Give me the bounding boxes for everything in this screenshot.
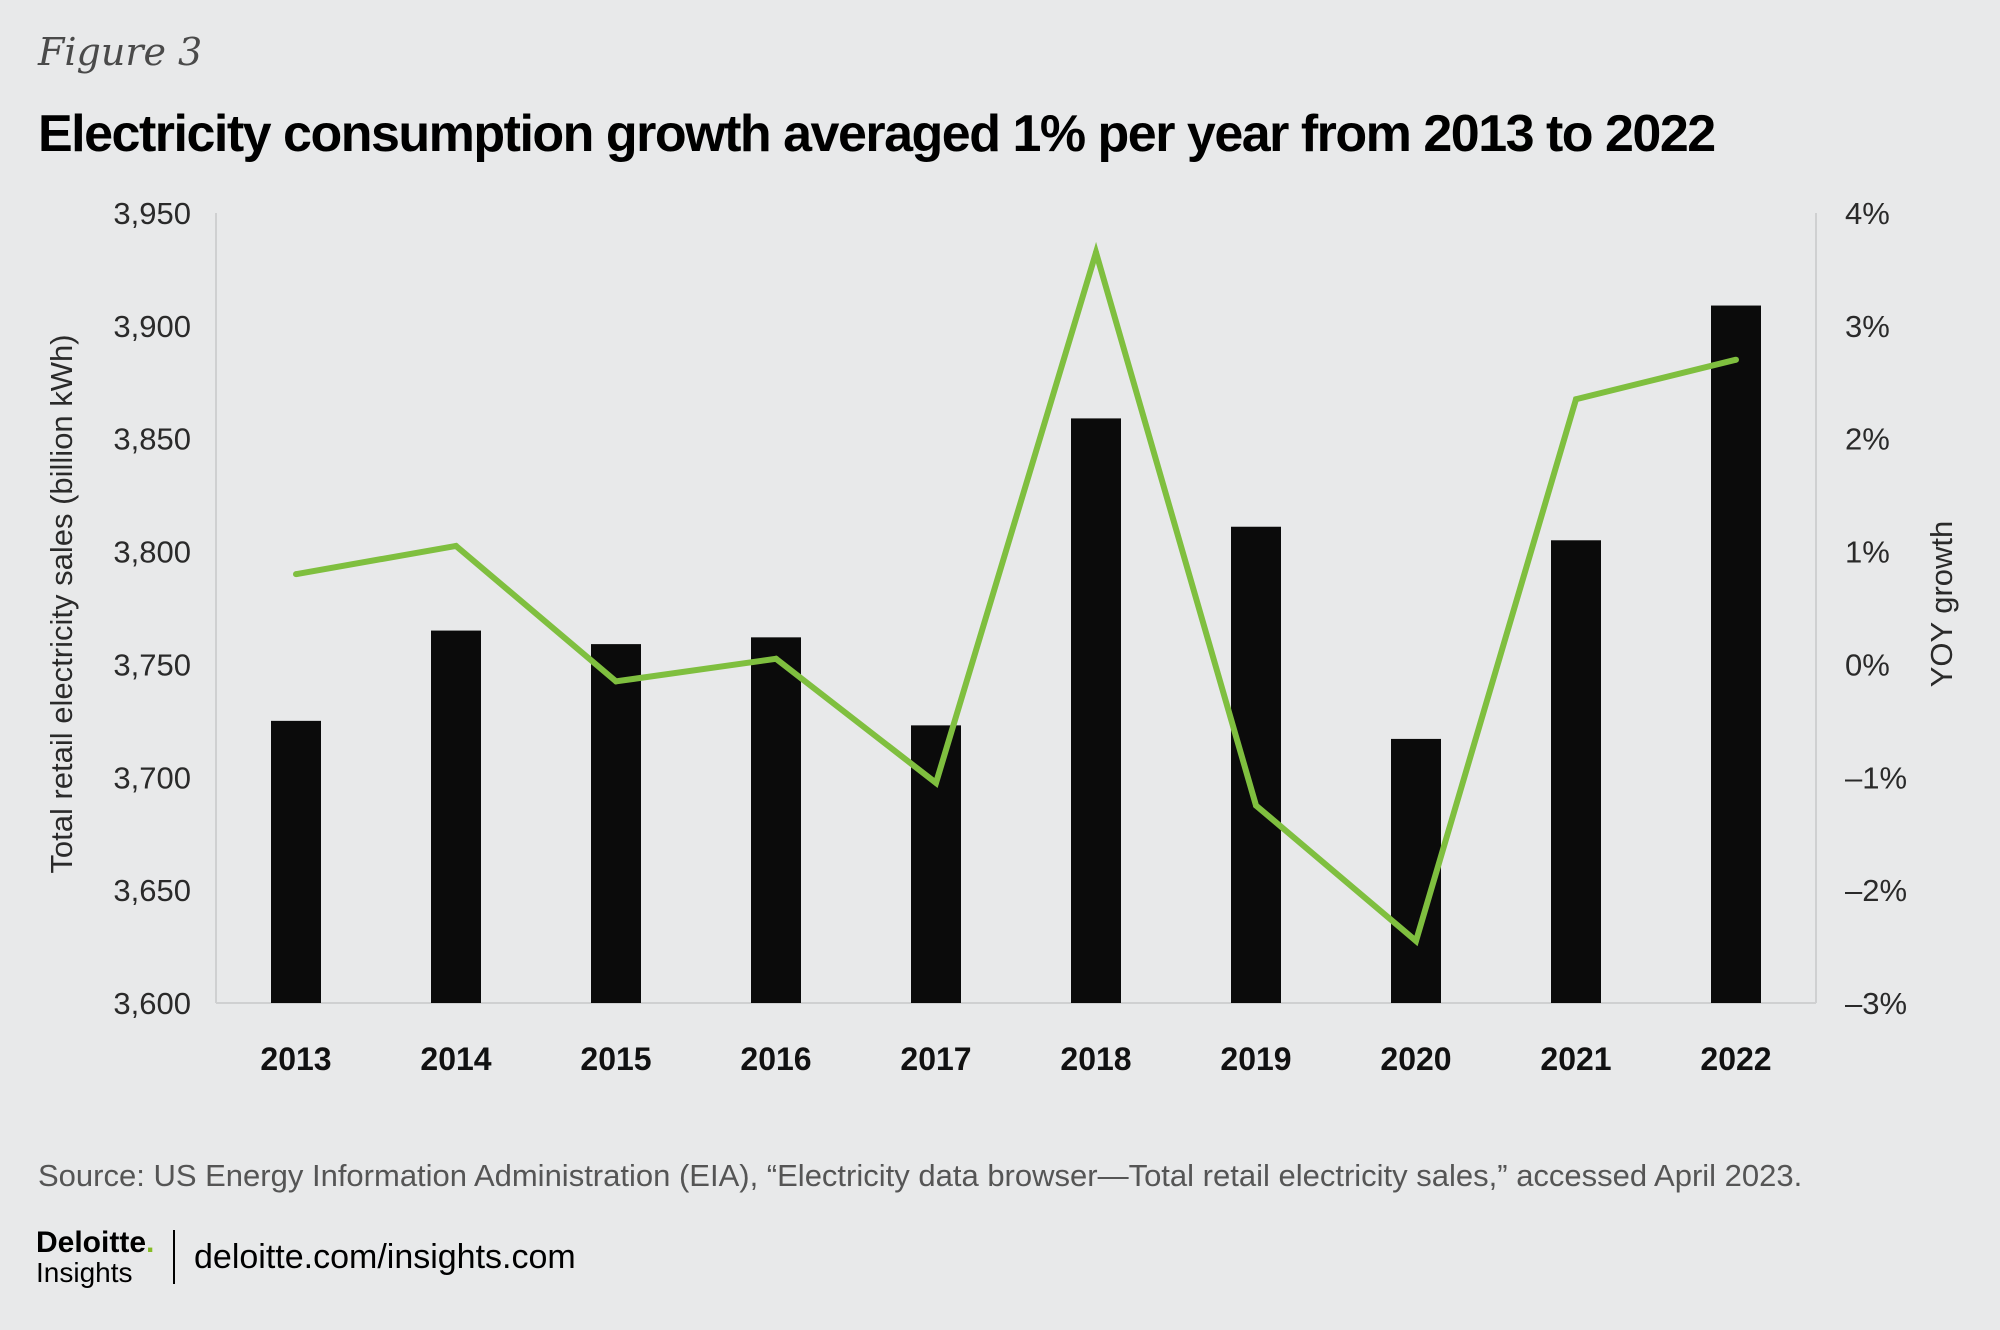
y2-tick-label: 1%	[1845, 535, 1890, 570]
growth-point	[933, 779, 939, 786]
x-tick-label: 2018	[1060, 1041, 1131, 1077]
y-axis-label: Total retail electricity sales (billion …	[44, 334, 79, 873]
growth-line	[295, 241, 1737, 947]
figure-label: Figure 3	[38, 30, 203, 74]
growth-point	[1733, 356, 1739, 363]
bar	[591, 644, 641, 1003]
y2-tick-label: 0%	[1845, 647, 1890, 682]
y-tick-label: 3,700	[113, 760, 191, 795]
footer-divider	[173, 1230, 175, 1284]
growth-point	[613, 678, 619, 685]
bar	[751, 637, 801, 1003]
growth-point	[1413, 937, 1419, 944]
x-tick-label: 2015	[580, 1041, 651, 1077]
right-axis-ticks: 4% 3% 2% 1% 0% –1% –2% –3%	[1845, 196, 1907, 1021]
chart-title: Electricity consumption growth averaged …	[38, 105, 1716, 163]
growth-point	[1573, 396, 1579, 403]
y-tick-label: 3,950	[113, 196, 191, 231]
x-tick-label: 2020	[1380, 1041, 1451, 1077]
y2-tick-label: 3%	[1845, 309, 1890, 344]
bar-series	[271, 305, 1761, 1003]
logo-dot: .	[146, 1226, 155, 1259]
x-tick-label: 2013	[260, 1041, 331, 1077]
x-tick-label: 2017	[900, 1041, 971, 1077]
y-tick-label: 3,900	[113, 309, 191, 344]
y-tick-label: 3,800	[113, 535, 191, 570]
bar	[1711, 305, 1761, 1003]
y2-tick-label: –2%	[1845, 873, 1907, 908]
y-tick-label: 3,600	[113, 986, 191, 1021]
y2-tick-label: –3%	[1845, 986, 1907, 1021]
x-tick-label: 2022	[1700, 1041, 1771, 1077]
bar	[431, 630, 481, 1003]
x-tick-label: 2014	[420, 1041, 491, 1077]
bar	[1071, 418, 1121, 1003]
bar	[271, 720, 321, 1003]
x-tick-label: 2016	[740, 1041, 811, 1077]
y-tick-label: 3,750	[113, 647, 191, 682]
combo-chart: 3,950 3,900 3,850 3,800 3,750 3,700 3,650 3,600…	[44, 196, 1959, 1077]
growth-point	[1093, 249, 1099, 256]
x-tick-label: 2021	[1540, 1041, 1611, 1077]
x-axis-ticks: 2013 2014 2015 2016 2017 2018 2019 2020 2021 2022	[260, 1041, 1771, 1077]
y2-tick-label: –1%	[1845, 760, 1907, 795]
x-tick-label: 2019	[1220, 1041, 1291, 1077]
footer-url: deloitte.com/insights.com	[194, 1238, 576, 1276]
growth-point	[773, 655, 779, 662]
y2-axis-label: YOY growth	[1924, 521, 1959, 688]
bar	[1391, 738, 1441, 1003]
bar	[1551, 540, 1601, 1003]
deloitte-insights-logo: Deloitte. Insights	[36, 1228, 154, 1288]
growth-point	[293, 571, 299, 578]
y2-tick-label: 4%	[1845, 196, 1890, 231]
logo-sub: Insights	[36, 1257, 133, 1288]
source-note: Source: US Energy Information Administra…	[38, 1158, 1803, 1193]
logo-brand: Deloitte	[36, 1226, 147, 1259]
bar	[1231, 526, 1281, 1003]
left-axis-ticks: 3,950 3,900 3,850 3,800 3,750 3,700 3,650 3,600	[113, 196, 191, 1021]
growth-point	[1253, 802, 1259, 809]
growth-point	[453, 542, 459, 549]
growth-line-series	[293, 241, 1739, 947]
y-tick-label: 3,650	[113, 873, 191, 908]
y2-tick-label: 2%	[1845, 422, 1890, 457]
y-tick-label: 3,850	[113, 422, 191, 457]
